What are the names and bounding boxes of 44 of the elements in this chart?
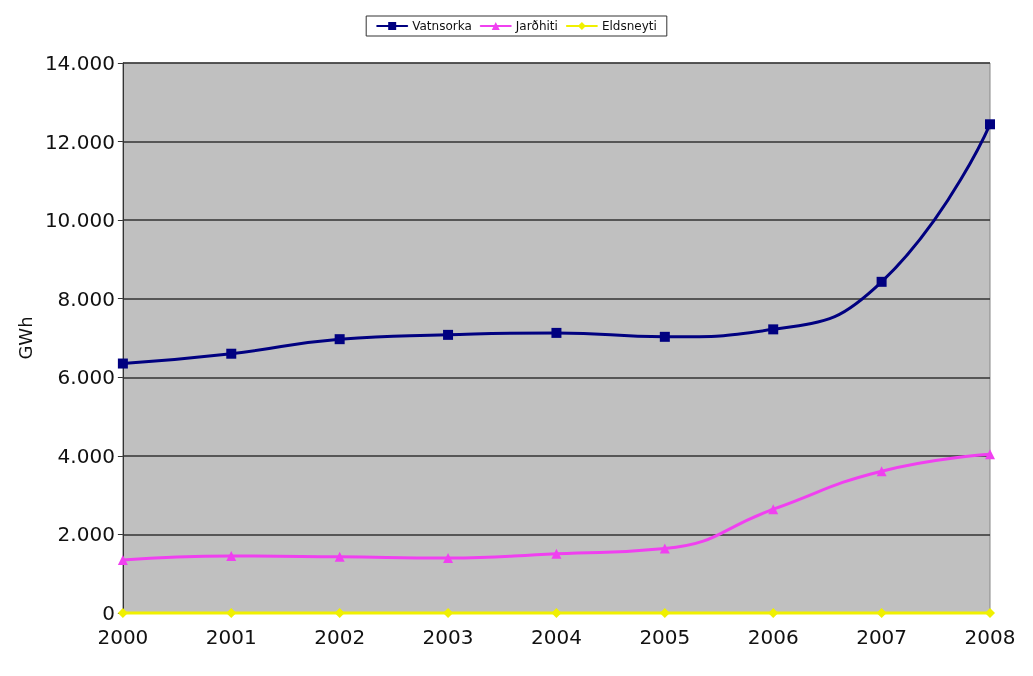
legend-label: Vatnsorka bbox=[412, 19, 472, 33]
y-tick-label: 4.000 bbox=[57, 443, 115, 468]
x-tick-label: 2007 bbox=[856, 625, 908, 649]
x-tick-label: 2004 bbox=[530, 625, 582, 649]
point bbox=[551, 548, 562, 559]
point bbox=[551, 327, 562, 338]
x-tick-label: 2000 bbox=[97, 625, 149, 649]
y-tick-label: 8.000 bbox=[57, 286, 115, 311]
point bbox=[443, 329, 454, 340]
point bbox=[876, 276, 887, 287]
y-tick-label: 10.000 bbox=[44, 208, 115, 233]
point bbox=[226, 551, 237, 562]
y-tick-label: 2.000 bbox=[57, 522, 115, 547]
x-tick-label: 2003 bbox=[422, 625, 474, 649]
y-tick-label: 0 bbox=[102, 601, 115, 625]
legend-label: Jarðhiti bbox=[514, 19, 558, 33]
x-tick-label: 2002 bbox=[314, 625, 366, 649]
y-axis-title: GWh bbox=[14, 316, 36, 360]
point bbox=[551, 608, 562, 618]
point bbox=[117, 608, 128, 618]
x-tick-label: 2006 bbox=[747, 625, 799, 649]
point bbox=[226, 348, 237, 359]
point bbox=[334, 551, 345, 562]
point bbox=[443, 553, 454, 563]
point bbox=[876, 608, 887, 618]
y-tick-label: 6.000 bbox=[57, 365, 115, 390]
point bbox=[117, 554, 128, 565]
point bbox=[768, 504, 779, 515]
point bbox=[985, 119, 995, 130]
point bbox=[768, 324, 779, 335]
point bbox=[659, 543, 670, 554]
point bbox=[985, 449, 995, 460]
point bbox=[117, 358, 128, 369]
x-tick-label: 2005 bbox=[639, 625, 691, 649]
point bbox=[334, 334, 345, 345]
y-tick-label: 12.000 bbox=[44, 129, 115, 154]
point bbox=[659, 331, 670, 342]
point bbox=[985, 608, 995, 618]
point bbox=[876, 466, 887, 477]
x-tick-label: 2001 bbox=[205, 625, 257, 649]
x-tick-label: 2008 bbox=[964, 625, 1016, 649]
point bbox=[334, 608, 345, 618]
legend-label: Eldsneyti bbox=[601, 19, 657, 33]
y-tick-label: 14.000 bbox=[44, 51, 115, 75]
